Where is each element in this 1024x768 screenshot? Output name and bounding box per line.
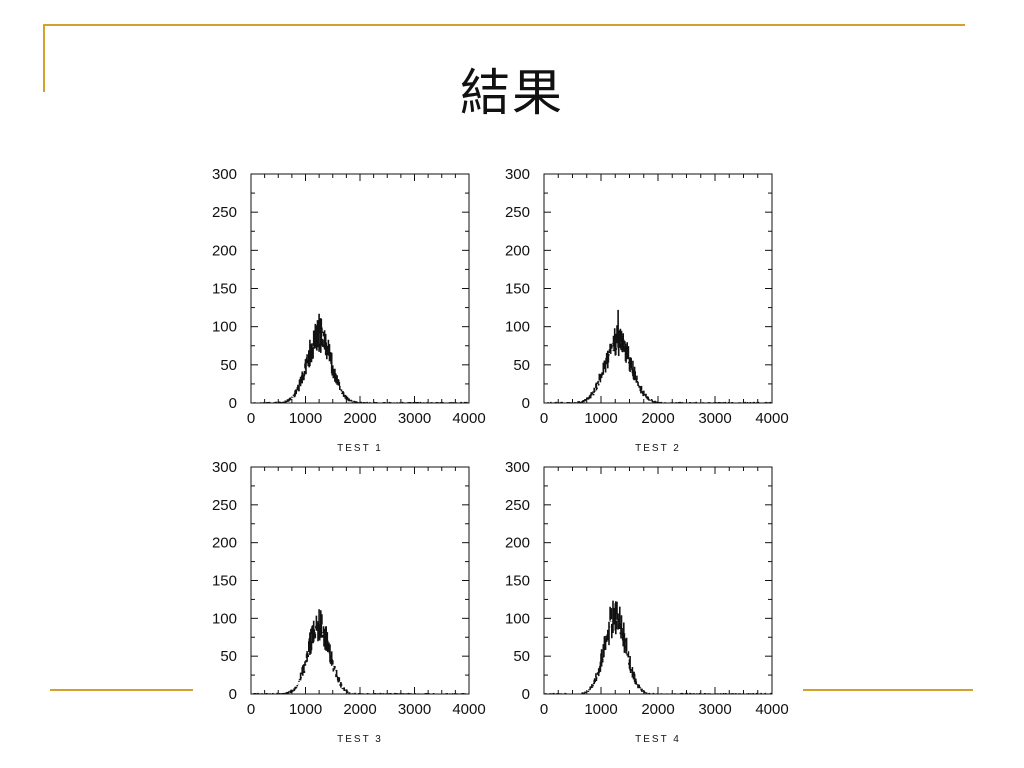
y-tick-label: 150 — [505, 573, 530, 590]
x-tick-label: 0 — [247, 410, 255, 427]
y-tick-label: 0 — [522, 686, 530, 703]
chart-caption: TEST 3 — [337, 734, 383, 745]
y-tick-label: 50 — [220, 357, 237, 374]
y-tick-label: 50 — [513, 357, 530, 374]
histogram-panel-2: 0 1000 2000 3000 4000 0 50 100 150 200 250 300 TEST … — [505, 166, 789, 454]
histogram-panel-1: 0 1000 2000 3000 4000 0 50 100 150 200 250 300 TEST … — [212, 166, 486, 454]
y-tick-label: 100 — [505, 610, 530, 627]
x-tick-label: 4000 — [452, 410, 485, 427]
plot-frame — [543, 173, 773, 404]
y-tick-label: 100 — [212, 319, 237, 336]
y-tick-label: 250 — [212, 204, 237, 221]
bottom-right-accent-line — [803, 689, 973, 691]
plot-frame — [250, 173, 470, 404]
histogram-series — [545, 309, 772, 403]
histogram-panel-3: 0 1000 2000 3000 4000 0 50 100 150 200 250 300 TEST … — [212, 459, 486, 745]
plot-frame — [543, 466, 773, 695]
y-tick-label: 0 — [522, 395, 530, 412]
x-tick-label: 4000 — [755, 701, 788, 718]
chart-caption: TEST 1 — [337, 443, 383, 454]
x-tick-label: 1000 — [289, 410, 322, 427]
plot-frame — [250, 466, 470, 695]
top-accent-line — [43, 24, 965, 26]
y-tick-label: 250 — [212, 497, 237, 514]
y-tick-label: 250 — [505, 497, 530, 514]
y-tick-label: 150 — [212, 573, 237, 590]
histogram-panel-4: 0 1000 2000 3000 4000 0 50 100 150 200 250 300 TEST … — [505, 459, 789, 745]
x-tick-label: 3000 — [698, 701, 731, 718]
slide-title: 結果 — [460, 64, 564, 122]
x-tick-label: 0 — [540, 701, 548, 718]
histogram-series — [251, 609, 469, 694]
x-tick-label: 2000 — [343, 701, 376, 718]
y-tick-label: 150 — [505, 281, 530, 298]
x-tick-label: 2000 — [343, 410, 376, 427]
y-tick-label: 300 — [212, 459, 237, 476]
x-tick-label: 4000 — [452, 701, 485, 718]
y-tick-label: 50 — [513, 648, 530, 665]
y-tick-label: 100 — [212, 610, 237, 627]
x-tick-label: 2000 — [641, 410, 674, 427]
chart-caption: TEST 2 — [635, 443, 681, 454]
x-tick-label: 0 — [540, 410, 548, 427]
x-tick-label: 1000 — [584, 410, 617, 427]
y-tick-label: 300 — [212, 166, 237, 183]
x-tick-label: 1000 — [584, 701, 617, 718]
histogram-series — [544, 600, 772, 694]
y-tick-label: 100 — [505, 319, 530, 336]
x-tick-label: 3000 — [398, 410, 431, 427]
y-tick-label: 50 — [220, 648, 237, 665]
x-tick-label: 3000 — [698, 410, 731, 427]
histogram-series — [253, 313, 468, 403]
y-tick-label: 0 — [229, 395, 237, 412]
y-tick-label: 300 — [505, 459, 530, 476]
x-tick-label: 4000 — [755, 410, 788, 427]
x-tick-label: 3000 — [398, 701, 431, 718]
y-tick-label: 200 — [505, 535, 530, 552]
x-tick-label: 0 — [247, 701, 255, 718]
y-tick-label: 200 — [212, 242, 237, 259]
y-tick-label: 150 — [212, 281, 237, 298]
bottom-left-accent-line — [50, 689, 193, 691]
y-tick-label: 200 — [505, 242, 530, 259]
y-tick-label: 300 — [505, 166, 530, 183]
x-tick-label: 2000 — [641, 701, 674, 718]
chart-caption: TEST 4 — [635, 734, 681, 745]
left-accent-line — [43, 24, 45, 92]
y-tick-label: 200 — [212, 535, 237, 552]
x-tick-label: 1000 — [289, 701, 322, 718]
y-tick-label: 250 — [505, 204, 530, 221]
y-tick-label: 0 — [229, 686, 237, 703]
